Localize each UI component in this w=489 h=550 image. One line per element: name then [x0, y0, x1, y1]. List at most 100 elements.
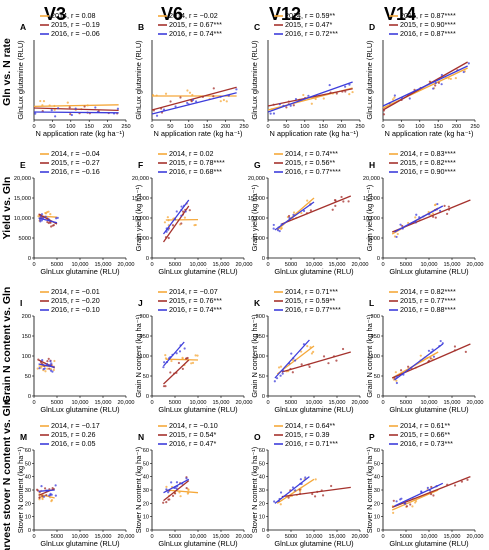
x-tick-label: 10,000 — [305, 400, 322, 406]
data-point — [427, 349, 431, 352]
data-point — [290, 352, 293, 355]
x-tick-label: 100 — [415, 124, 424, 130]
panel-letter: A — [20, 22, 26, 32]
y-tick-label: 0 — [262, 394, 265, 400]
data-point — [334, 204, 337, 207]
data-point — [175, 352, 178, 355]
data-point — [74, 107, 77, 110]
data-point — [395, 379, 398, 382]
data-point — [409, 503, 412, 506]
y-axis-label: GlnLux glutamine (RLU) — [134, 40, 143, 119]
y-axis-label: Grain yield (kg ha⁻¹) — [134, 185, 143, 252]
data-point — [429, 493, 433, 496]
data-point — [322, 355, 326, 358]
data-point — [162, 366, 165, 369]
series-2015 — [151, 86, 237, 114]
data-point — [235, 88, 238, 91]
y-axis-label: Grain N content (kg ha⁻¹) — [365, 314, 374, 397]
data-point — [340, 195, 343, 199]
data-point — [194, 354, 197, 357]
data-point — [335, 359, 338, 362]
data-point — [408, 97, 411, 100]
data-point — [279, 227, 283, 230]
data-point — [183, 216, 187, 219]
series-2016 — [162, 199, 190, 235]
x-tick-label: 5000 — [51, 534, 63, 540]
data-point — [191, 361, 195, 364]
panel-letter: I — [20, 298, 22, 308]
data-point — [276, 229, 280, 232]
y-tick-label: 60 — [374, 448, 380, 454]
legend-entry: 2014, r = 0.59** — [285, 11, 335, 20]
data-point — [39, 215, 42, 218]
legend-entry: 2016, r = 0.05 — [51, 439, 96, 448]
data-point — [453, 484, 457, 487]
y-tick-label: 200 — [256, 314, 265, 320]
data-point — [167, 491, 170, 494]
legend-entry: 2015, r = 0.77**** — [400, 296, 456, 305]
data-point — [393, 94, 396, 97]
data-point — [180, 214, 183, 217]
data-point — [54, 484, 57, 487]
x-tick-label: 20,000 — [235, 534, 252, 540]
data-point — [341, 347, 345, 351]
data-point — [40, 213, 44, 216]
x-tick-label: 250 — [355, 124, 364, 130]
data-point — [165, 488, 168, 491]
x-axis-label: GlnLux glutamine (RLU) — [274, 539, 353, 548]
legend-entry: 2014, r = −0.07 — [169, 287, 218, 296]
x-tick-label: 50 — [49, 124, 55, 130]
panel-k: K 0 5000 10,000 15,000 20,000 0 50 100 150 200 GlnL… — [250, 287, 369, 414]
data-point — [401, 224, 404, 228]
regression-line — [151, 86, 237, 111]
data-point — [48, 494, 51, 497]
y-tick-label: 0 — [377, 256, 380, 262]
x-axis-label: GlnLux glutamine (RLU) — [389, 405, 468, 414]
data-point — [300, 211, 303, 215]
data-point — [414, 221, 417, 224]
data-point — [300, 363, 303, 366]
data-point — [436, 202, 439, 206]
data-point — [52, 368, 55, 372]
x-tick-label: 0 — [266, 534, 269, 540]
data-point — [183, 347, 186, 350]
data-point — [331, 208, 334, 211]
x-tick-label: 5000 — [51, 400, 63, 406]
data-point — [434, 203, 437, 206]
x-axis-label: GlnLux glutamine (RLU) — [274, 405, 353, 414]
panel-o: O 0 5000 10,000 15,000 20,000 0 10 20 30 40 50 60 Gln… — [250, 421, 369, 548]
regression-line — [33, 111, 119, 114]
data-point — [68, 106, 71, 109]
data-point — [342, 200, 345, 203]
legend-entry: 2016, r = 0.68*** — [169, 167, 222, 176]
regression-line — [274, 476, 310, 504]
data-point — [179, 96, 182, 99]
x-tick-label: 10,000 — [189, 262, 206, 268]
data-point — [333, 199, 337, 202]
series-2016 — [267, 81, 353, 115]
data-point — [184, 210, 187, 213]
y-tick-label: 10,000 — [14, 216, 31, 222]
data-point — [399, 223, 402, 226]
x-tick-label: 15,000 — [212, 400, 229, 406]
series-2016 — [33, 106, 120, 118]
data-point — [44, 215, 47, 218]
data-point — [48, 367, 51, 370]
data-point — [335, 92, 338, 95]
regression-line — [281, 486, 351, 498]
x-tick-label: 0 — [150, 262, 153, 268]
panel-letter: J — [138, 298, 143, 308]
x-tick-label: 0 — [381, 534, 384, 540]
x-tick-label: 0 — [266, 124, 269, 130]
x-tick-label: 20,000 — [235, 400, 252, 406]
y-tick-label: 5000 — [368, 236, 380, 242]
data-point — [439, 339, 442, 343]
y-tick-label: 10 — [374, 515, 380, 521]
y-axis-label: Stover N content (kg ha⁻¹) — [250, 447, 259, 533]
x-tick-label: 0 — [150, 400, 153, 406]
y-tick-label: 15,000 — [248, 196, 265, 202]
x-tick-label: 50 — [167, 124, 173, 130]
y-tick-label: 20 — [374, 501, 380, 507]
legend-entry: 2014, r = −0.17 — [51, 421, 100, 430]
panel-g: G 0 5000 10,000 15,000 20,000 0 5000 10,000 15,00… — [248, 149, 369, 276]
